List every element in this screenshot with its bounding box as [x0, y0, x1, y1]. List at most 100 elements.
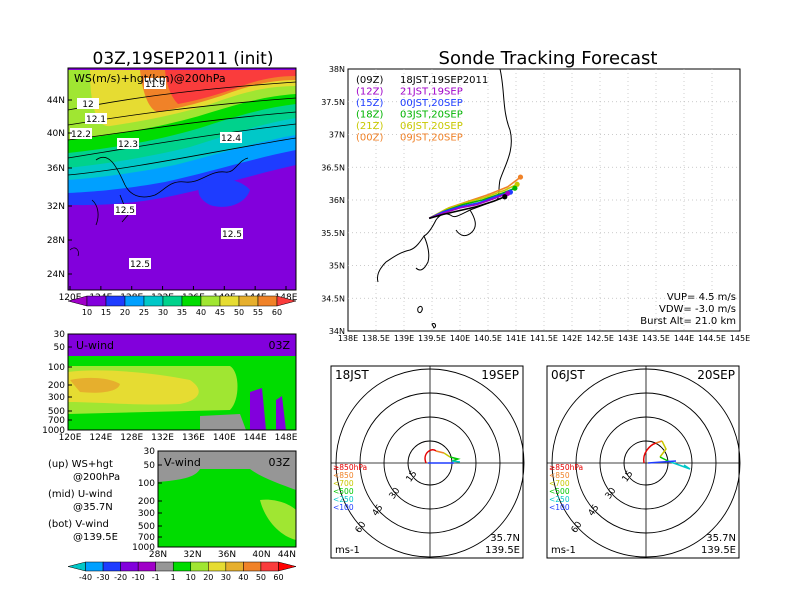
track-xtick-label: 141.5E [530, 334, 558, 343]
ws-frame [67, 67, 297, 291]
ws-ytick-label: 40N [47, 129, 65, 139]
ws-contour-label: 12.5 [222, 230, 242, 240]
hodo-level-label: <700 [333, 479, 354, 488]
track-xtick-label: 143E [618, 334, 638, 343]
hodo-level-label: <500 [549, 487, 570, 496]
u-ytick-label: 700 [48, 416, 65, 426]
track-xtick-label: 141E [506, 334, 526, 343]
v-colorbar-label: -1 [152, 573, 160, 582]
track-xtick-label: 143.5E [642, 334, 670, 343]
ws-colorbar-swatch [124, 295, 145, 307]
u-xtick-label: 140E [213, 433, 236, 443]
v-colorbar-label: 1 [171, 573, 176, 582]
u-ytick-label: 300 [48, 393, 65, 403]
track-line [428, 192, 508, 220]
u-xtick-label: 124E [89, 433, 112, 443]
v-top-grey [158, 451, 296, 469]
u-band-orange [70, 377, 120, 393]
v-ytick-label: 700 [138, 533, 155, 543]
hodo-trace [449, 456, 461, 462]
ws-contour-label-bg [221, 228, 243, 239]
track-legend-label: 06JST,20SEP [400, 121, 463, 132]
track-ytick-label: 36N [329, 196, 345, 205]
ws-ytick-label: 32N [47, 202, 65, 212]
hodo-lon: 139.5E [485, 545, 520, 556]
hodo-level-label: ≥850hPa [333, 463, 367, 472]
ws-contour-label-bg [85, 113, 107, 124]
v-ytick-label: 500 [138, 522, 155, 532]
right-title: Sonde Tracking Forecast [439, 48, 658, 69]
ws-colorbar-swatch [181, 295, 202, 307]
hodo-level-label: ≥850hPa [549, 463, 583, 472]
hodo-level-label: <700 [549, 479, 570, 488]
v-colorbar-swatch [260, 561, 279, 572]
ws-label: WS(m/s)+hgt(km)@200hPa [74, 72, 226, 85]
track-ytick-label: 34N [329, 327, 345, 336]
v-ytick-label: 100 [138, 479, 155, 489]
track-ytick-label: 37.5N [321, 98, 345, 107]
hodo-level-label: <500 [333, 487, 354, 496]
ws-xtick-label: 120E [59, 293, 82, 303]
hodo-lon: 139.5E [701, 545, 736, 556]
track-xtick-label: 144E [674, 334, 694, 343]
ws-contour-4 [67, 123, 297, 159]
v-xtick-label: 44N [278, 550, 296, 560]
hodo-lat: 35.7N [706, 533, 736, 544]
ws-contour-label: 12.4 [221, 134, 241, 144]
track-ytick-label: 35.5N [321, 229, 345, 238]
v-patch-lime [260, 499, 296, 540]
v-colorbar-label: -10 [132, 573, 145, 582]
v-colorbar-swatch [208, 561, 227, 572]
track-legend-code: (21Z) [356, 121, 383, 132]
ws-xtick-label: 148E [275, 293, 298, 303]
v-colorbar-label: -20 [114, 573, 127, 582]
track-legend-label: 03JST,20SEP [400, 110, 463, 121]
track-stat: VDW= -3.0 m/s [659, 304, 736, 315]
hodo-trace [443, 452, 451, 458]
v-colorbar-label: -30 [97, 573, 110, 582]
hodo-level-label: <850 [549, 471, 570, 480]
v-colorbar-swatch [225, 561, 244, 572]
ws-contour-label: 12 [82, 100, 93, 110]
track-island-1 [417, 305, 423, 314]
v-patch-grey [158, 469, 296, 490]
ws-colorbar-swatch [238, 295, 259, 307]
track-xtick-label: 142E [562, 334, 582, 343]
ws-colorbar-swatch [162, 295, 183, 307]
ws-ytick-label: 28N [47, 236, 65, 246]
u-top-purple [68, 334, 296, 356]
hodo-trace [667, 460, 691, 470]
track-legend-label: 00JST,20SEP [400, 98, 463, 109]
track-xtick-label: 139E [394, 334, 414, 343]
legend-note-line1: (bot) V-wind [48, 519, 109, 530]
v-colorbar-label: -40 [79, 573, 92, 582]
track-xtick-label: 140E [450, 334, 470, 343]
ws-colorbar-swatch [219, 295, 240, 307]
ws-colorbar-label: 40 [196, 308, 206, 317]
v-colorbar-swatch [85, 561, 104, 572]
legend-note-line1: (up) WS+hgt [48, 459, 113, 470]
track-endpoint [512, 185, 518, 191]
track-stat: VUP= 4.5 m/s [667, 292, 736, 303]
v-colorbar-label: 20 [203, 573, 213, 582]
track-xtick-label: 138.5E [362, 334, 390, 343]
hodo-level-label: <850 [333, 471, 354, 480]
v-colorbar-swatch [155, 561, 174, 572]
hodo-trace [647, 460, 677, 464]
u-ytick-label: 1000 [42, 426, 65, 436]
hodo-trace [659, 440, 667, 458]
ws-contour-5 [67, 137, 297, 176]
hodo-trace [642, 442, 657, 464]
ws-panel: 11.9 12 12.1 12.2 12.3 12.4 12.5 12.5 12.5 WS(m/… [47, 67, 298, 317]
hodo-time-right: 20SEP [697, 368, 735, 382]
ws-contour-label-bg [144, 78, 166, 89]
u-xtick-label: 144E [244, 433, 267, 443]
ws-ytick-label: 24N [47, 270, 65, 280]
track-line [428, 183, 518, 220]
track-ytick-label: 36.5N [321, 163, 345, 172]
ws-contour-label-bg [117, 138, 139, 149]
ws-colorbar-swatch [257, 295, 278, 307]
ws-contour-label: 12.5 [115, 206, 135, 216]
